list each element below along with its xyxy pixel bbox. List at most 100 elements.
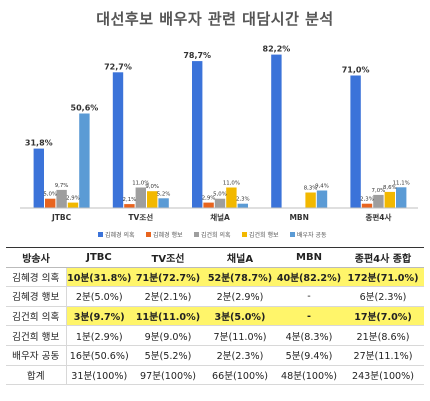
value-label-4-4: 11,1% [393,180,410,186]
table-header-2: TV조선 [132,247,204,268]
bar-3-2 [226,187,237,208]
bar-4-3 [316,190,328,208]
table-cell: 4분(8.3%) [276,325,342,346]
value-label-2-1: 11,0% [132,181,149,187]
table-cell: 71분(72.7%) [132,267,204,288]
bar-chart: 31,8%5,0%9,7%2,9%50,6%72,7%2,1%11,0%9,0%… [20,45,418,239]
table-cell: 5분(5.2%) [132,345,204,366]
bar-1-1 [124,204,135,208]
bar-2-2 [214,198,226,208]
table-cell: 2분(5.0%) [66,286,132,307]
table-row: 배우자 공동 16분(50.6%) 5분(5.2%) 2분(2.3%) 5분(9.4%)… [6,345,424,366]
category-label-0: JTBC [51,213,72,222]
table-cell: 9분(9.0%) [132,325,204,346]
table-row: 김혜경 의혹 10분(31.8%) 71분(72.7%) 52분(78.7%) 40분(… [6,267,424,288]
legend-swatch-4 [290,232,295,237]
value-label-3-4: 8,6% [383,185,397,191]
bar-4-0 [79,113,90,208]
table-row: 합계 31분(100%) 97분(100%) 66분(100%) 48분(100%) 24… [6,365,424,386]
category-label-1: TV조선 [128,212,153,222]
row-label: 김건희 의혹 [6,306,67,327]
bar-1-2 [203,202,214,208]
table-cell: 1분(2.9%) [66,325,132,346]
table-header-row: 방송사 JTBC TV조선 채널A MBN 종편4사 종합 [6,247,424,268]
value-label-1-2: 2,9% [202,196,216,202]
table-cell: 21분(8.6%) [342,325,424,346]
table-cell: 48분(100%) [276,365,342,386]
value-label-0-3: 82,2% [263,45,291,54]
value-label-1-1: 2,1% [123,197,137,203]
bar-3-0 [67,202,79,208]
table-cell: 3분(5.0%) [204,306,276,327]
table-cell: 2분(2.9%) [204,286,276,307]
category-label-4: 종편4사 [365,212,391,222]
table-cell: 40분(82.2%) [276,267,342,288]
bar-3-4 [384,191,395,208]
table-cell: 5분(9.4%) [276,345,342,366]
table-header-1: JTBC [66,247,132,268]
legend-label-2: 김건희 의혹 [201,231,231,239]
bar-4-4 [396,187,407,208]
chart-title: 대선후보 배우자 관련 대담시간 분석 [96,10,334,28]
value-label-2-0: 9,7% [55,183,69,189]
table-cell: 52분(78.7%) [204,267,276,288]
value-label-0-2: 78,7% [183,51,211,60]
table-header-0: 방송사 [6,247,66,268]
bar-0-2 [192,61,203,208]
category-labels-group: JTBC TV조선 채널A MBN 종편4사 [51,212,391,222]
table-cell: 17분(7.0%) [342,306,424,327]
value-label-3-3: 8,3% [304,186,318,192]
legend-label-1: 김혜경 행보 [153,231,183,239]
bar-3-3 [305,192,316,208]
bar-2-4 [373,194,384,208]
legend-swatch-2 [194,232,199,237]
bar-0-4 [350,75,361,208]
bar-0-3 [271,54,282,208]
value-label-3-1: 9,0% [145,184,159,190]
row-label: 김혜경 의혹 [6,267,67,288]
table-cell: 172분(71.0%) [342,267,424,288]
bar-2-1 [135,187,146,208]
bar-1-4 [361,203,373,208]
table-cell: 16분(50.6%) [66,345,132,366]
bars-group [33,54,407,208]
bar-0-1 [112,72,124,208]
table-header-5: 종편4사 종합 [342,247,424,268]
value-label-1-4: 2,3% [360,197,374,203]
table-cell: 11분(11.0%) [132,306,204,327]
table-row: 김혜경 행보 2분(5.0%) 2분(2.1%) 2분(2.9%) -6분(2.3%) [6,286,424,307]
value-labels-group: 31,8%5,0%9,7%2,9%50,6%72,7%2,1%11,0%9,0%… [25,45,410,204]
bar-1-0 [45,198,56,208]
row-label: 김건희 행보 [6,325,67,346]
table-cell: 6분(2.3%) [342,286,424,307]
legend-label-3: 김건희 행보 [249,231,279,239]
table-row: 김건희 의혹 3분(9.7%) 11분(11.0%) 3분(5.0%) -17분(7.0… [6,306,424,327]
value-label-0-4: 71,0% [342,66,370,75]
value-label-3-0: 2,9% [66,196,80,202]
table-cell: 7분(11.0%) [204,325,276,346]
table-cell: - [276,306,342,327]
value-label-2-4: 7,0% [372,188,386,194]
table-cell: 2분(2.1%) [132,286,204,307]
table-cell: 97분(100%) [132,365,204,386]
legend-swatch-0 [98,232,103,237]
bar-4-1 [158,198,169,208]
table-cell: 3분(9.7%) [66,306,132,327]
table-row: 김건희 행보 1분(2.9%) 9분(9.0%) 7분(11.0%) 4분(8.3%) 2… [6,325,424,346]
category-label-2: 채널A [210,212,230,222]
row-label: 김혜경 행보 [6,286,67,307]
table-header-4: MBN [276,247,342,268]
table-cell: 10분(31.8%) [66,267,132,288]
legend-swatch-3 [242,232,247,237]
row-label: 합계 [6,365,67,386]
table-cell: 243분(100%) [342,365,424,386]
row-label: 배우자 공동 [6,345,67,366]
table-cell: 27분(11.1%) [342,345,424,366]
legend-label-0: 김혜경 의혹 [105,231,135,239]
value-label-4-3: 9,4% [315,184,329,190]
legend-swatch-1 [146,232,151,237]
value-label-0-1: 72,7% [104,62,132,71]
table-cell: 31분(100%) [66,365,132,386]
table-header-3: 채널A [204,247,276,268]
bar-0-0 [33,148,44,208]
